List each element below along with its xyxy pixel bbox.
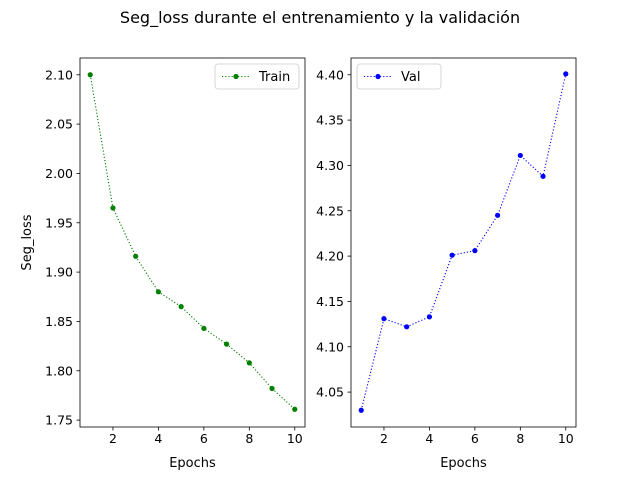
y-tick-label: 4.10: [316, 339, 344, 354]
data-point: [292, 406, 298, 412]
axes-frame: [79, 57, 306, 428]
legend: Val: [356, 63, 442, 90]
data-point: [246, 360, 252, 366]
data-point: [201, 325, 207, 331]
figure-title: Seg_loss durante el entrenamiento y la v…: [120, 8, 520, 28]
data-point: [517, 152, 523, 159]
data-point: [269, 385, 275, 392]
x-axis-label: Epochs: [169, 456, 216, 471]
y-tick-label: 4.15: [316, 294, 344, 309]
data-point: [494, 212, 501, 218]
y-tick-label: 1.90: [45, 265, 73, 280]
legend-box: [214, 63, 300, 90]
legend-marker: [375, 73, 381, 80]
data-point: [178, 304, 184, 310]
data-point: [381, 316, 387, 322]
data-point: [426, 314, 433, 320]
y-tick-label: 2.10: [45, 67, 73, 82]
data-point: [563, 71, 569, 77]
x-tick-label: 4: [425, 431, 433, 446]
x-tick-label: 8: [516, 431, 524, 446]
y-tick-label: 2.00: [45, 166, 73, 181]
y-tick-label: 1.85: [45, 314, 73, 329]
x-tick-label: 10: [287, 431, 303, 446]
data-point: [404, 324, 410, 330]
legend-label: Train: [258, 70, 290, 85]
axes-frame: [350, 57, 577, 428]
data-point: [472, 248, 478, 254]
data-point: [449, 252, 455, 258]
legend: Train: [214, 63, 300, 90]
series-line: [360, 73, 567, 411]
y-tick-label: 4.30: [316, 158, 344, 173]
x-tick-label: 4: [154, 431, 162, 446]
data-point: [110, 205, 116, 211]
data-point: [223, 341, 230, 347]
data-point: [155, 289, 162, 295]
series-line: [89, 74, 296, 410]
data-point: [358, 407, 364, 413]
legend-marker: [233, 73, 239, 80]
x-axis-label: Epochs: [440, 456, 487, 471]
data-point: [133, 253, 139, 259]
y-tick-label: 1.95: [45, 215, 73, 230]
data-point: [540, 173, 546, 179]
y-tick-label: 4.40: [316, 67, 344, 82]
y-tick-label: 1.80: [45, 363, 73, 378]
x-tick-label: 10: [558, 431, 574, 446]
x-tick-label: 6: [200, 431, 208, 446]
y-tick-label: 4.25: [316, 203, 344, 218]
data-point: [87, 72, 93, 78]
x-tick-label: 6: [471, 431, 479, 446]
y-tick-label: 4.35: [316, 113, 344, 128]
y-axis-label: Seg_loss: [20, 214, 35, 270]
x-tick-label: 8: [245, 431, 253, 446]
x-tick-label: 2: [109, 431, 117, 446]
y-tick-label: 2.05: [45, 117, 73, 132]
legend-label: Val: [401, 70, 420, 85]
y-tick-label: 4.20: [316, 249, 344, 264]
validation-loss-chart: 2 4 6 8 10 4.05 4.10 4.15 4.20 4.25 4.30 4.35 4.40 Ep…: [316, 57, 577, 471]
x-tick-label: 2: [380, 431, 388, 446]
train-loss-chart: 2 4 6 8 10 1.75 1.80 1.85 1.90 1.95 2.00 2.05 2.10 Ep…: [20, 57, 306, 471]
legend-box: [356, 63, 442, 90]
y-tick-label: 1.75: [45, 413, 73, 428]
y-tick-label: 4.05: [316, 385, 344, 400]
